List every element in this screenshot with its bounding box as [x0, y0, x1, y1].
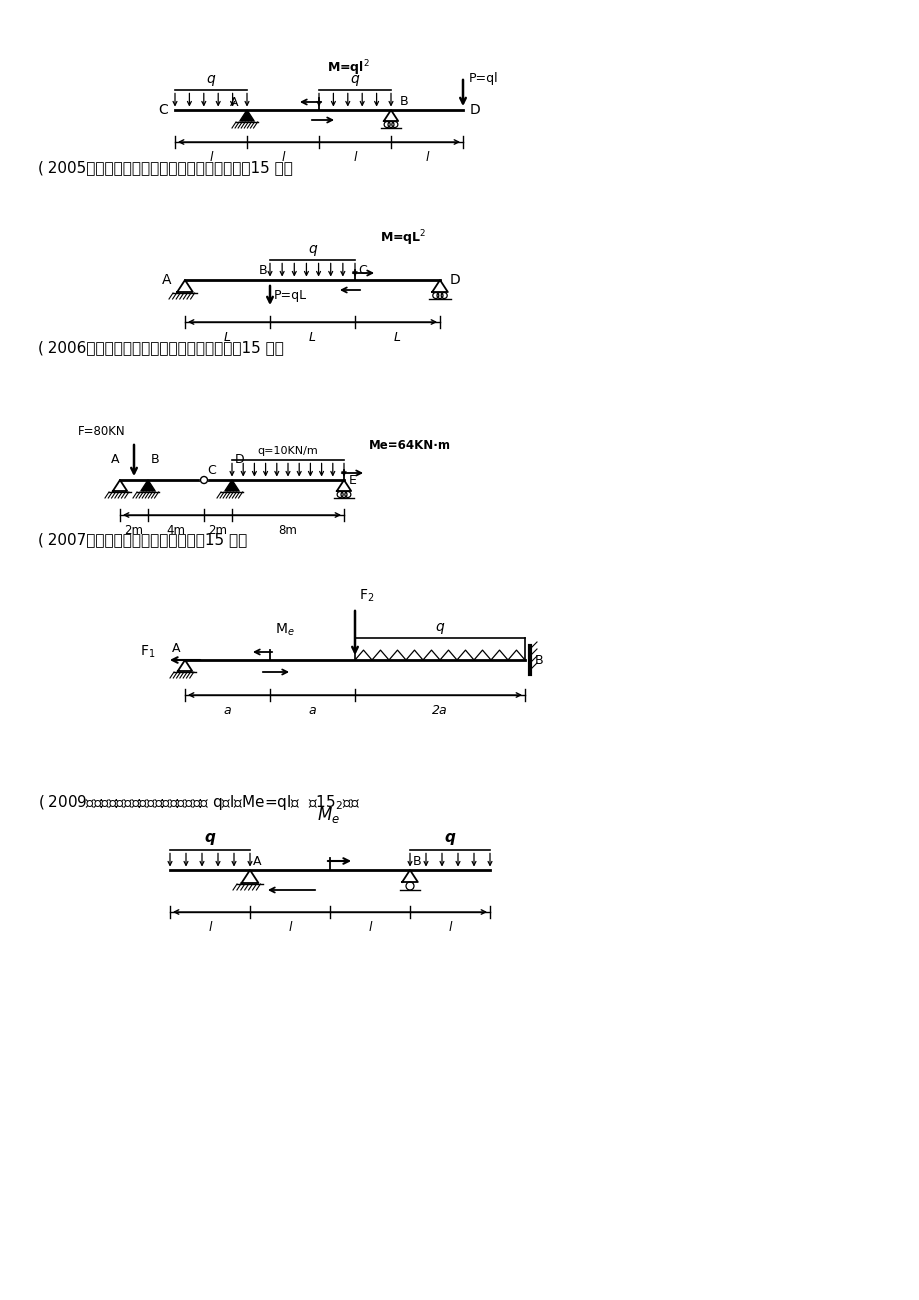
Text: ( 2007）一、画图示梁的内力图。（15 分）: ( 2007）一、画图示梁的内力图。（15 分）	[38, 533, 247, 547]
Text: L: L	[223, 332, 231, 344]
Text: q: q	[436, 620, 444, 634]
Text: P=qL: P=qL	[274, 289, 307, 302]
Text: B: B	[151, 452, 160, 465]
Text: B: B	[413, 855, 421, 868]
Text: l: l	[208, 920, 211, 933]
Text: $M_e$: $M_e$	[316, 805, 339, 826]
Text: M=ql$^{2}$: M=ql$^{2}$	[326, 58, 369, 78]
Text: B: B	[399, 95, 408, 108]
Polygon shape	[240, 111, 254, 121]
Polygon shape	[141, 480, 155, 491]
Text: A: A	[230, 96, 238, 109]
Text: 8m: 8m	[278, 524, 297, 537]
Text: C: C	[357, 264, 367, 277]
Text: ( 2005）一、画出图示梁的剪力图和弯矩图。（15 分）: ( 2005）一、画出图示梁的剪力图和弯矩图。（15 分）	[38, 160, 292, 176]
Text: q: q	[207, 72, 215, 86]
Text: q: q	[308, 242, 316, 256]
Text: l: l	[209, 151, 212, 164]
Text: a: a	[223, 705, 231, 718]
Text: D: D	[470, 103, 481, 117]
Text: l: l	[448, 920, 451, 933]
Text: D: D	[449, 273, 460, 287]
Polygon shape	[224, 480, 239, 491]
Text: A: A	[110, 452, 119, 465]
Text: q: q	[204, 829, 215, 845]
Text: C: C	[207, 464, 216, 477]
Text: E: E	[348, 473, 357, 486]
Text: q: q	[350, 72, 359, 86]
Text: M$_e$: M$_e$	[275, 621, 294, 638]
Text: 2m: 2m	[124, 524, 143, 537]
Text: ( 2006）一、画图示梁的剪力图和弯矩图。（15 分）: ( 2006）一、画图示梁的剪力图和弯矩图。（15 分）	[38, 341, 284, 355]
Circle shape	[200, 477, 208, 484]
Text: l: l	[425, 151, 428, 164]
Text: B: B	[535, 654, 543, 667]
Text: P=ql: P=ql	[469, 72, 498, 84]
Text: Me=64KN·m: Me=64KN·m	[369, 439, 450, 452]
Text: l: l	[288, 920, 291, 933]
Text: A: A	[171, 642, 180, 655]
Text: B: B	[258, 264, 267, 277]
Text: L: L	[309, 332, 315, 344]
Text: D: D	[234, 452, 244, 465]
Text: q: q	[444, 829, 455, 845]
Text: a: a	[309, 705, 316, 718]
Text: C: C	[158, 103, 168, 117]
Text: q=10KN/m: q=10KN/m	[257, 446, 318, 456]
Text: F=80KN: F=80KN	[78, 425, 126, 438]
Text: 2a: 2a	[432, 705, 448, 718]
Text: A: A	[162, 273, 171, 287]
Text: F$_1$: F$_1$	[140, 644, 154, 660]
Text: M=qL$^{2}$: M=qL$^{2}$	[380, 229, 426, 248]
Text: l: l	[368, 920, 371, 933]
Text: L: L	[393, 332, 401, 344]
Text: l: l	[281, 151, 285, 164]
Text: A: A	[253, 855, 261, 868]
Text: ( 2009）画图示梁的剪力图和弯矩图，已知 q，l，Me=ql。  （15$_2$分）: ( 2009）画图示梁的剪力图和弯矩图，已知 q，l，Me=ql。 （15$_2…	[38, 793, 359, 811]
Text: l: l	[353, 151, 357, 164]
Text: F$_2$: F$_2$	[358, 588, 374, 604]
Text: 2m: 2m	[209, 524, 227, 537]
Text: 4m: 4m	[166, 524, 186, 537]
